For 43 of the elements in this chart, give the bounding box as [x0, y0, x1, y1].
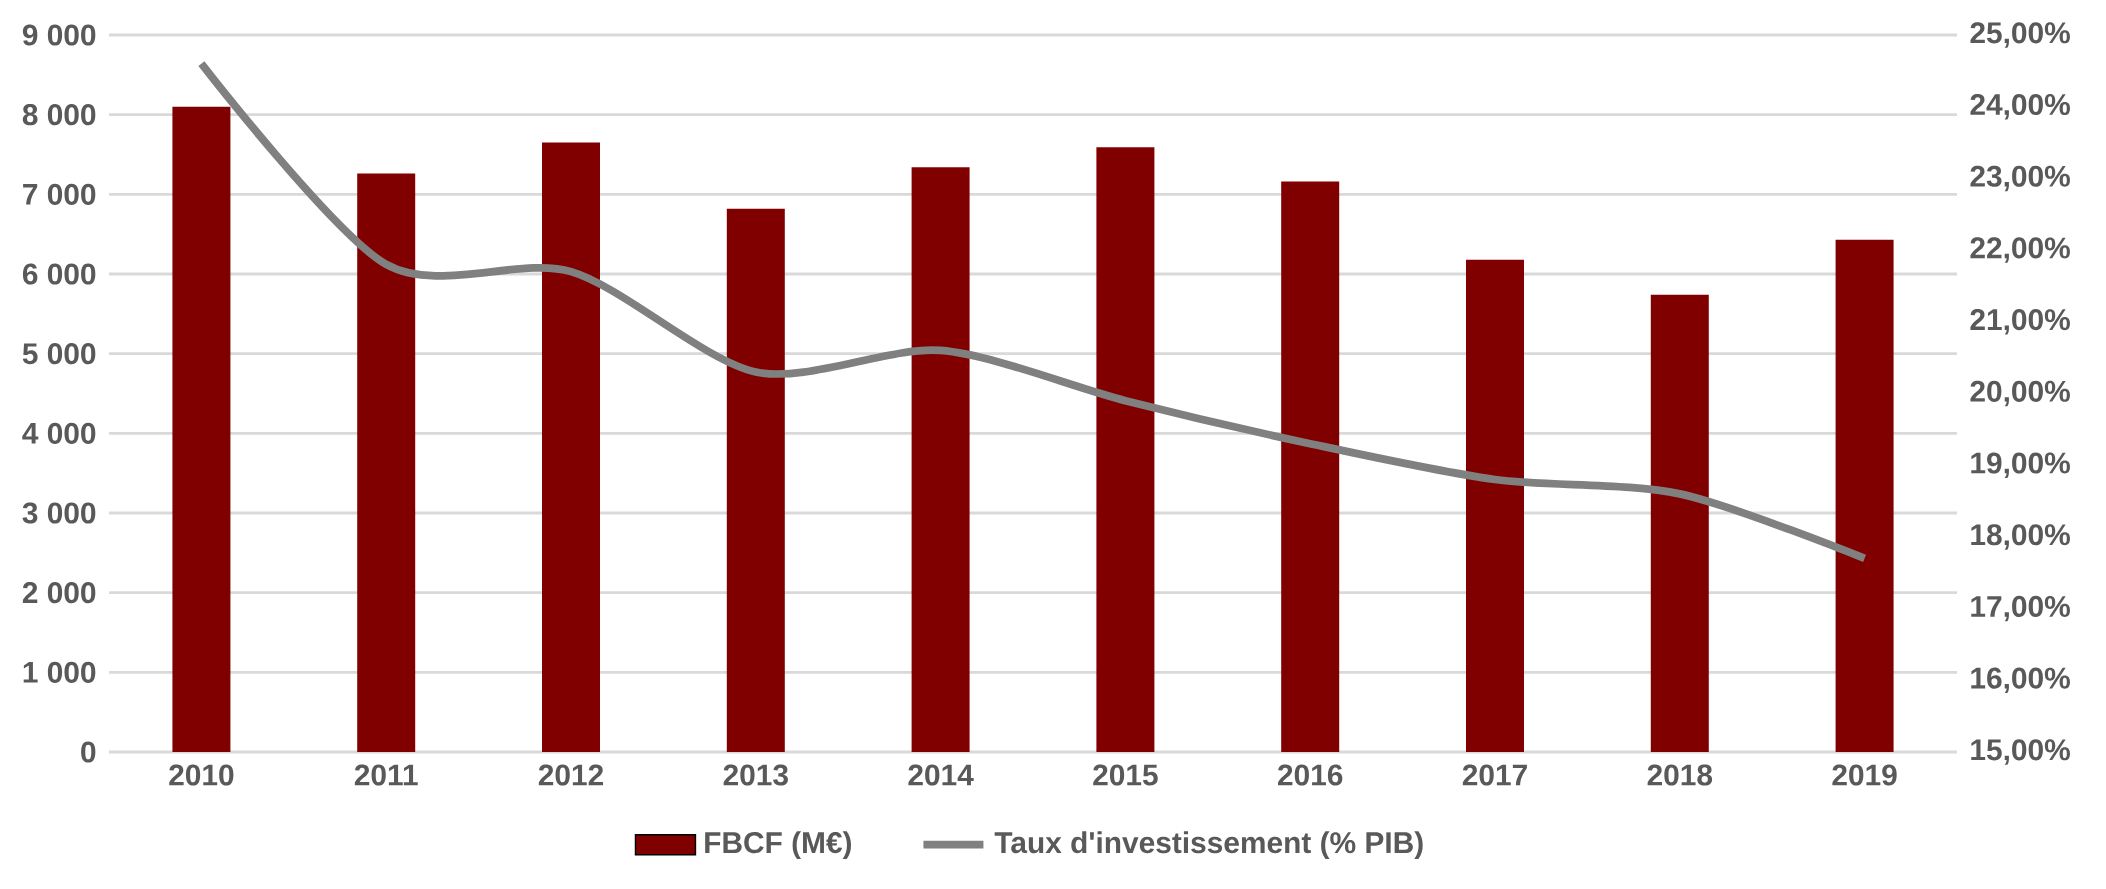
bar	[172, 106, 231, 752]
y2-tick-label: 22,00%	[1970, 237, 2070, 263]
x-tick-label: 2013	[723, 764, 788, 786]
x-tick-label: 2017	[1462, 764, 1527, 786]
y-tick-label: 3 000	[22, 502, 96, 524]
x-tick-label: 2011	[354, 764, 418, 786]
legend-label: Taux d'investissement (% PIB)	[994, 831, 1423, 860]
x-tick-label: 2012	[538, 764, 604, 786]
x-tick-label: 2014	[908, 764, 974, 786]
y2-tick-label: 15,00%	[1971, 739, 2070, 765]
x-tick-label: 2019	[1832, 764, 1897, 786]
legend-label: FBCF (M€)	[705, 831, 851, 860]
y2-tick-label: 23,00%	[1970, 165, 2070, 192]
bar	[1281, 181, 1340, 752]
y2-tick-label: 16,00%	[1971, 667, 2070, 694]
y2-tick-label: 19,00%	[1971, 452, 2070, 478]
bar	[1650, 294, 1709, 752]
y2-tick-label: 21,00%	[1970, 309, 2070, 335]
y2-tick-label: 20,00%	[1970, 380, 2070, 407]
y-tick-label: 8 000	[22, 104, 96, 126]
x-tick-label: 2016	[1278, 764, 1343, 786]
y-tick-label: 9 000	[22, 24, 96, 46]
y2-tick-label: 24,00%	[1970, 93, 2070, 120]
x-tick-label: 2010	[169, 764, 234, 786]
y-tick-label: 2 000	[22, 582, 96, 604]
y-tick-label: 1 000	[23, 661, 96, 683]
x-tick-label: 2018	[1647, 764, 1713, 786]
x-tick-label: 2015	[1093, 764, 1158, 786]
bar	[542, 142, 600, 752]
y2-tick-label: 17,00%	[1971, 595, 2070, 622]
bar	[1835, 239, 1894, 752]
bar	[1466, 259, 1524, 752]
y-tick-label: 7 000	[23, 183, 96, 205]
y2-tick-label: 18,00%	[1971, 524, 2070, 550]
y-tick-label: 6 000	[22, 263, 96, 285]
bar	[357, 173, 416, 752]
y2-tick-label: 25,00%	[1970, 22, 2070, 48]
bar	[911, 167, 970, 752]
y-tick-label: 0	[81, 741, 96, 763]
y-tick-label: 4 000	[22, 422, 96, 444]
bar	[1096, 147, 1155, 752]
y-tick-label: 5 000	[22, 343, 96, 365]
bar	[726, 208, 785, 752]
